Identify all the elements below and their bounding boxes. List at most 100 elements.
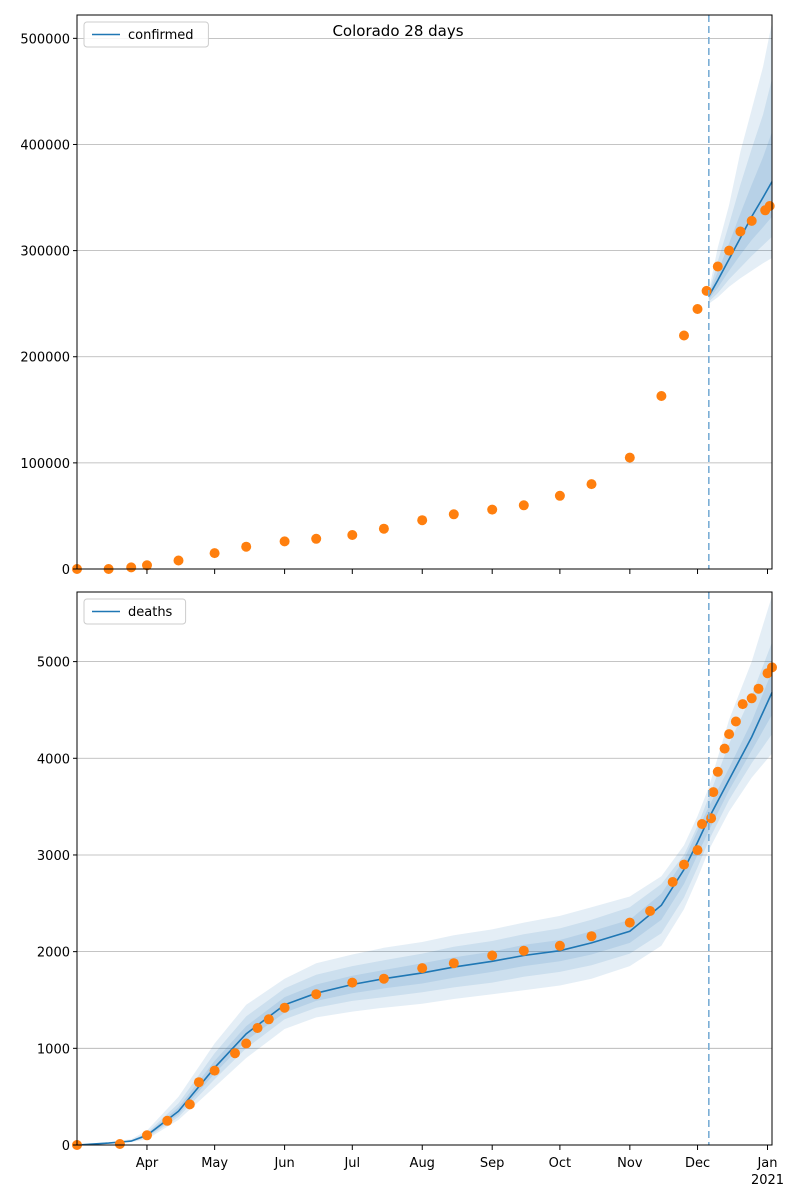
panel-1-observed-point	[724, 729, 735, 740]
panel-1-observed-point	[347, 977, 358, 988]
panel-1-observed-point	[448, 958, 459, 969]
panel-0-frame	[76, 14, 773, 570]
panel-0-ytick-label: 400000	[20, 138, 70, 153]
panel-0-observed-point	[679, 330, 689, 341]
panel-1-uncertainty-band	[77, 642, 772, 1145]
panel-1-ytick-label: 4000	[37, 752, 70, 767]
panel-0-observed-point	[701, 285, 712, 296]
panel-1-xtick-label: Jan	[756, 1156, 777, 1171]
panel-0-observed-point	[746, 215, 757, 226]
panel-1-observed-point	[753, 683, 764, 694]
panel-0-observed-point	[347, 530, 358, 540]
panel-1-observed-point	[114, 1139, 125, 1149]
panel-1-observed-point	[667, 877, 678, 887]
panel-0-observed-point	[241, 541, 252, 552]
panel-1-xtick-label: Nov	[617, 1156, 643, 1171]
panel-0-observed-point	[735, 226, 746, 237]
panel-1-xtick-label: Sep	[480, 1156, 505, 1171]
panel-0-observed-point	[142, 560, 152, 571]
panel-1-observed-point	[263, 1014, 274, 1025]
panel-0-observed-point	[712, 261, 723, 272]
panel-1-observed-point	[679, 859, 689, 870]
panel-1-observed-point	[378, 973, 389, 984]
panel-1-uncertainty-band	[77, 595, 772, 1145]
panel-1-observed-point	[230, 1048, 240, 1059]
panel-1-observed-point	[252, 1023, 263, 1033]
panel-1-xtick-label: Oct	[549, 1156, 571, 1171]
panel-1-observed-point	[487, 950, 498, 961]
confirmed-panel: 0 100000 200000 300000 400000 500000 confirmed	[20, 14, 775, 578]
panel-1-xtick-year-label: 2021	[751, 1173, 784, 1188]
panel-0-ytick-label: 0	[62, 563, 70, 578]
panel-0-ytick-label: 200000	[20, 351, 70, 366]
panel-0-observed-point	[417, 515, 428, 526]
panel-1-observed-point	[518, 945, 529, 956]
panel-1-ytick-label: 2000	[37, 946, 70, 961]
panel-1-observed-point	[719, 743, 730, 754]
panel-1-observed-point	[162, 1115, 173, 1126]
panel-1-observed-point	[730, 716, 741, 727]
panel-0-observed-point	[311, 533, 322, 544]
panel-1-observed-point	[624, 917, 635, 928]
panel-1-observed-point	[746, 693, 757, 704]
panel-1-legend: deaths	[83, 598, 187, 625]
panel-0-uncertainty-band	[708, 22, 772, 304]
panel-1-observed-point	[737, 699, 748, 710]
panel-1-observed-point	[706, 813, 717, 824]
panel-0-model-line	[708, 181, 773, 297]
panel-1-ytick-label: 3000	[37, 849, 70, 864]
panel-0-ytick-label: 100000	[20, 457, 70, 472]
panel-0-observed-point	[173, 555, 184, 566]
panel-1-xtick-label: Jul	[343, 1156, 360, 1171]
panel-0-observed-point	[487, 504, 498, 515]
panel-1-legend-box	[83, 598, 187, 625]
panel-0-observed-point	[126, 562, 137, 573]
panel-0-observed-point	[586, 479, 597, 490]
panel-0-observed-point	[624, 452, 635, 463]
panel-1-observed-point	[241, 1038, 252, 1049]
panel-1-xtick-label: Aug	[410, 1156, 435, 1171]
panel-1-observed-point	[311, 989, 322, 1000]
panel-1-legend-label: deaths	[128, 605, 173, 620]
panel-0-observed-point	[448, 509, 459, 520]
panel-1-observed-point	[712, 766, 723, 777]
panel-0-observed-point	[209, 548, 220, 559]
panel-1-xtick-label: Jun	[273, 1156, 294, 1171]
panel-0-observed-point	[692, 304, 703, 314]
panel-1-ytick-label: 0	[62, 1139, 70, 1154]
panel-1-xtick-label: May	[201, 1156, 228, 1171]
panel-0-ytick-label: 500000	[20, 32, 70, 47]
panel-0-observed-point	[724, 245, 735, 256]
panel-1-observed-point	[697, 819, 707, 829]
panel-1-ytick-label: 1000	[37, 1042, 70, 1057]
panel-0-legend-box	[83, 21, 209, 48]
panel-1-ytick-label: 5000	[37, 656, 70, 671]
panel-1-frame	[76, 591, 773, 1146]
panel-1-xtick-label: Dec	[685, 1156, 710, 1171]
panel-0-observed-point	[378, 523, 389, 534]
panel-0-observed-point	[554, 490, 565, 501]
panel-0-observed-point	[518, 500, 529, 511]
panel-1-observed-point	[279, 1002, 290, 1013]
panel-1-observed-point	[645, 906, 656, 916]
deaths-panel: 0 1000 2000 3000 4000 5000 Apr May Jun Jul Aug Sep O…	[37, 591, 784, 1188]
panel-0-observed-point	[279, 536, 290, 547]
panel-1-observed-point	[184, 1099, 195, 1110]
panel-0-legend: confirmed	[83, 21, 209, 48]
panel-1-observed-point	[692, 845, 703, 856]
panel-1-observed-point	[193, 1077, 204, 1088]
panel-1-observed-point	[142, 1130, 152, 1141]
panel-1-observed-point	[708, 787, 719, 798]
panel-0-observed-point	[764, 201, 775, 211]
panel-0-legend-label: confirmed	[128, 28, 194, 43]
panel-1-observed-point	[417, 963, 428, 974]
panel-0-uncertainty-band	[708, 131, 772, 300]
panel-1-observed-point	[554, 940, 565, 951]
chart-title: Colorado 28 days	[332, 22, 463, 40]
panel-1-observed-point	[209, 1065, 220, 1076]
panel-0-observed-point	[656, 391, 667, 401]
panel-0-ytick-label: 300000	[20, 245, 70, 260]
panel-1-uncertainty-band	[77, 671, 772, 1145]
